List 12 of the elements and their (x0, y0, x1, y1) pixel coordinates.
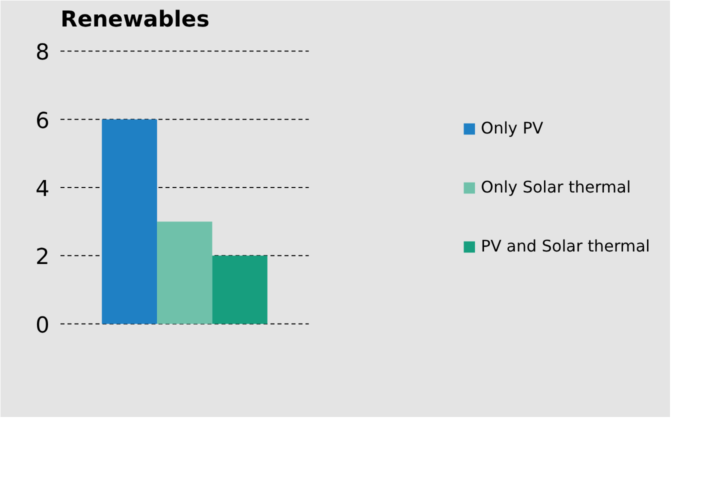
y-tick-label: 6 (36, 108, 50, 134)
legend-label: PV and Solar thermal (480, 236, 650, 256)
y-tick-label: 0 (36, 313, 50, 338)
chart-title: Renewables (60, 8, 210, 32)
y-tick-label: 8 (36, 40, 50, 66)
legend-label: Only Solar thermal (480, 178, 631, 196)
y-tick-label: 2 (36, 245, 50, 270)
bar (102, 119, 158, 324)
y-tick-label: 4 (36, 177, 50, 202)
legend-label: Only PV (480, 118, 544, 138)
bar (212, 256, 268, 324)
bar (157, 222, 212, 324)
